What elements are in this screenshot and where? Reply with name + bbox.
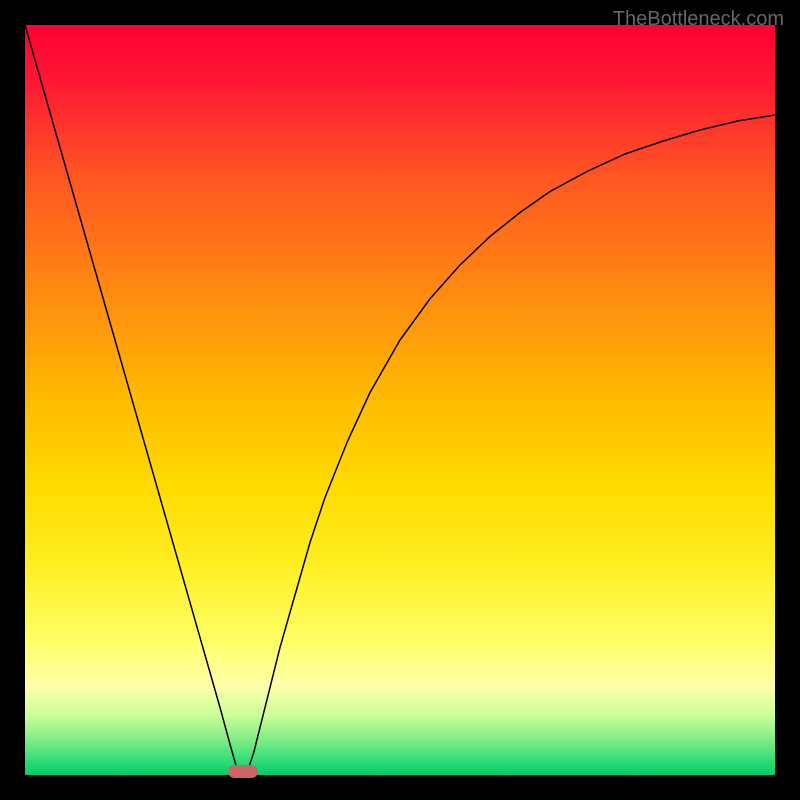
bottleneck-curve: [25, 25, 775, 775]
minimum-marker: [228, 765, 258, 779]
curve-layer: [25, 25, 775, 775]
watermark-text: TheBottleneck.com: [613, 8, 784, 31]
plot-area: [25, 25, 775, 775]
